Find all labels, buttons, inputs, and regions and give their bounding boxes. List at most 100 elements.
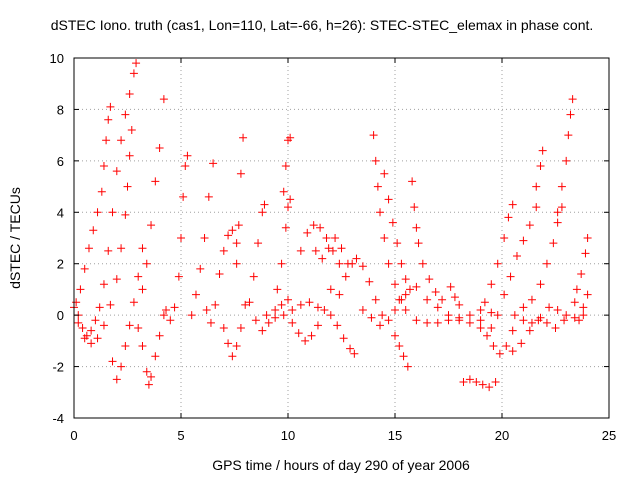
data-point-marker	[249, 272, 258, 281]
data-point-marker	[296, 300, 305, 309]
data-point-marker	[391, 306, 399, 314]
data-point-marker	[583, 234, 592, 242]
data-point-marker	[179, 192, 188, 201]
data-point-marker	[72, 298, 81, 307]
data-point-marker	[536, 162, 545, 170]
data-point-marker	[328, 246, 337, 255]
data-point-marker	[431, 288, 440, 296]
data-point-marker	[162, 306, 171, 314]
data-point-marker	[348, 259, 357, 268]
data-point-marker	[309, 221, 318, 230]
data-point-marker	[264, 318, 273, 327]
data-point-marker	[87, 339, 96, 348]
data-point-marker	[99, 162, 108, 170]
data-point-marker	[144, 380, 153, 389]
data-point-marker	[391, 280, 399, 289]
data-point-marker	[191, 290, 200, 299]
data-point-marker	[433, 303, 442, 312]
data-point-marker	[510, 311, 519, 320]
data-point-marker	[155, 144, 164, 152]
data-point-marker	[211, 300, 220, 309]
data-point-marker	[519, 236, 528, 245]
data-point-marker	[500, 234, 509, 242]
data-point-marker	[365, 277, 374, 286]
data-point-marker	[397, 259, 406, 268]
data-point-marker	[97, 187, 106, 196]
data-point-marker	[91, 316, 100, 325]
data-point-marker	[438, 295, 447, 304]
data-point-marker	[279, 187, 288, 196]
data-point-marker	[106, 102, 115, 111]
data-point-marker	[551, 324, 560, 332]
data-point-marker	[485, 383, 494, 392]
y-tick-label: -2	[52, 360, 64, 375]
data-point-marker	[423, 295, 432, 304]
data-point-marker	[393, 239, 402, 248]
data-point-marker	[271, 313, 280, 322]
data-point-marker	[489, 342, 498, 350]
data-point-marker	[151, 352, 160, 361]
data-point-marker	[557, 203, 566, 212]
data-point-marker	[121, 210, 130, 219]
data-point-marker	[425, 275, 434, 284]
data-point-marker	[542, 318, 551, 327]
data-point-marker	[557, 182, 566, 191]
data-point-marker	[129, 298, 138, 307]
data-point-marker	[553, 218, 562, 227]
data-point-marker	[284, 295, 292, 304]
data-point-marker	[502, 342, 511, 350]
data-point-marker	[138, 342, 147, 350]
data-point-marker	[305, 298, 314, 307]
data-point-marker	[506, 272, 515, 281]
y-tick-label: 0	[57, 308, 64, 323]
data-point-marker	[331, 234, 340, 242]
data-point-marker	[80, 334, 89, 343]
data-point-marker	[401, 306, 410, 314]
data-point-marker	[84, 244, 93, 253]
data-point-marker	[106, 300, 115, 309]
data-point-marker	[450, 293, 459, 302]
data-point-marker	[219, 324, 228, 332]
data-point-marker	[384, 259, 393, 268]
data-point-marker	[337, 244, 346, 253]
y-tick-label: 10	[50, 51, 64, 66]
data-point-marker	[326, 311, 335, 320]
data-point-marker	[358, 306, 367, 314]
x-tick-label: 20	[495, 428, 509, 443]
data-point-marker	[508, 347, 517, 356]
data-point-marker	[125, 90, 134, 98]
data-point-marker	[296, 246, 305, 255]
data-point-marker	[536, 280, 545, 289]
data-point-marker	[577, 270, 586, 278]
data-point-marker	[117, 244, 126, 253]
plot-frame	[73, 57, 610, 419]
data-point-marker	[121, 342, 130, 350]
data-point-marker	[228, 352, 237, 361]
data-point-marker	[388, 218, 397, 227]
data-point-marker	[138, 244, 147, 253]
data-point-marker	[260, 200, 269, 209]
data-point-marker	[174, 272, 183, 281]
chart-title: dSTEC Iono. truth (cas1, Lon=110, Lat=-6…	[51, 17, 594, 33]
y-axis-label: dSTEC / TECUs	[7, 187, 23, 289]
data-point-marker	[147, 372, 156, 381]
data-point-marker	[358, 262, 367, 271]
data-point-marker	[132, 59, 141, 68]
data-point-marker	[536, 313, 545, 322]
data-point-marker	[228, 226, 237, 235]
data-point-marker	[159, 311, 168, 320]
data-point-marker	[560, 316, 569, 325]
data-point-marker	[418, 259, 427, 268]
data-point-marker	[95, 303, 104, 312]
data-point-marker	[147, 221, 156, 230]
data-point-marker	[527, 318, 536, 327]
data-point-marker	[281, 162, 290, 170]
data-point-marker	[183, 151, 192, 160]
grid-lines	[74, 58, 609, 418]
data-point-marker	[316, 223, 325, 232]
data-point-marker	[414, 239, 423, 248]
data-point-marker	[239, 133, 248, 142]
data-point-marker	[575, 316, 584, 325]
data-point-marker	[112, 275, 121, 284]
x-tick-label: 10	[281, 428, 295, 443]
